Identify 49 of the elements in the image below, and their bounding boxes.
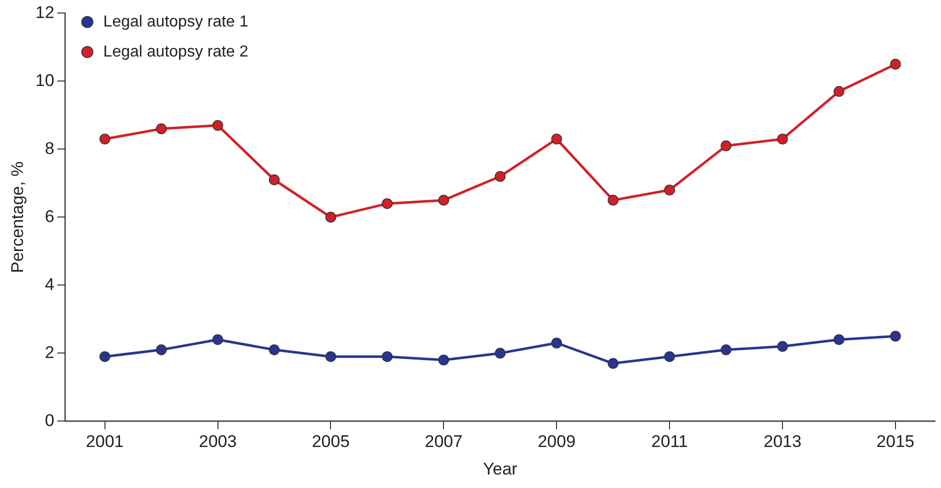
point <box>438 194 450 206</box>
y-tick-label: 10 <box>35 70 54 90</box>
point <box>494 171 506 182</box>
y-tick-label: 8 <box>44 138 54 158</box>
x-tick-label: 2015 <box>876 432 914 452</box>
point <box>608 358 618 369</box>
point <box>834 86 844 97</box>
point <box>268 174 280 186</box>
point <box>382 198 393 209</box>
x-tick-label: 2013 <box>764 432 802 452</box>
point <box>664 184 675 196</box>
y-tick-label: 6 <box>44 206 54 226</box>
point <box>325 351 336 362</box>
point <box>551 338 562 348</box>
y-tick-label: 0 <box>44 410 54 430</box>
point <box>99 351 110 362</box>
x-tick-label: 2001 <box>86 432 124 452</box>
y-tick-label: 4 <box>44 274 54 294</box>
point <box>777 341 788 352</box>
point <box>212 334 224 345</box>
y-tick-label: 2 <box>44 342 54 362</box>
point <box>608 194 618 206</box>
point <box>156 123 167 134</box>
y-axis-title: Percentage, % <box>8 161 27 273</box>
x-tick-label: 2005 <box>312 432 350 452</box>
point <box>438 354 450 366</box>
point <box>777 134 788 144</box>
point <box>551 134 562 144</box>
y-tick-label: 12 <box>35 2 54 22</box>
point <box>664 351 675 362</box>
point <box>268 344 280 356</box>
point <box>720 344 732 356</box>
x-tick-label: 2009 <box>538 432 576 452</box>
point <box>834 334 844 345</box>
x-tick-label: 2011 <box>651 432 688 452</box>
x-tick-label: 2007 <box>424 432 463 452</box>
point <box>890 58 901 70</box>
point <box>325 212 336 223</box>
legend-label: Legal autopsy rate 2 <box>103 43 248 60</box>
point <box>720 140 732 152</box>
point <box>156 344 167 356</box>
x-axis-title: Year <box>482 459 518 478</box>
point <box>494 348 506 359</box>
legend-label: Legal autopsy rate 1 <box>103 13 248 30</box>
point <box>99 134 110 144</box>
point <box>212 120 224 131</box>
x-tick-label: 2003 <box>198 432 237 452</box>
point <box>382 351 393 362</box>
point <box>890 330 901 342</box>
